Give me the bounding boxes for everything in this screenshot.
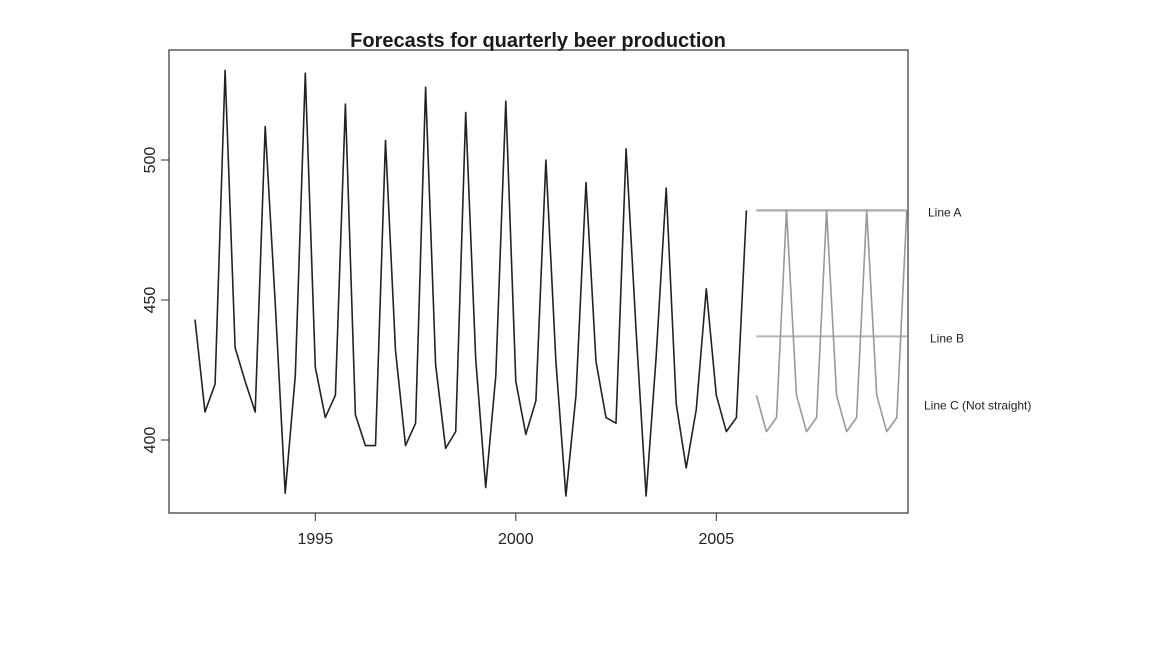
y-axis: 400 450 500 (142, 147, 169, 454)
x-tick-label-1995: 1995 (298, 531, 334, 548)
x-axis: 1995 2000 2005 (298, 513, 735, 548)
y-tick-label-500: 500 (142, 147, 159, 174)
reference-lines (756, 209, 907, 338)
series-line-1 (194, 69, 748, 497)
annotation-1: Line A (928, 205, 961, 219)
annotation-3: Line C (Not straight) (924, 399, 1031, 413)
series-line-2 (755, 209, 908, 433)
x-tick-label-2000: 2000 (498, 531, 534, 548)
chart-title: Forecasts for quarterly beer production (350, 30, 726, 52)
x-tick-label-2005: 2005 (699, 531, 735, 548)
y-tick-label-450: 450 (142, 287, 159, 314)
annotation-2: Line B (930, 331, 964, 345)
plot-frame (168, 49, 909, 514)
series-lines (194, 69, 908, 497)
annotations: Line A Line B Line C (Not straight) (924, 205, 1031, 412)
y-tick-label-400: 400 (142, 427, 159, 454)
